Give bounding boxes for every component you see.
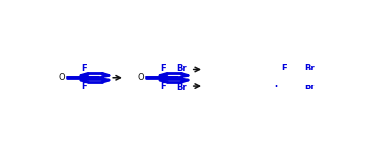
Text: O: O [137,73,144,82]
Text: F: F [81,64,87,73]
Text: F: F [274,80,280,89]
Text: Br: Br [305,82,315,91]
Text: F: F [160,82,166,91]
Text: F: F [160,64,166,73]
Text: F: F [81,82,87,91]
Text: F: F [281,65,287,73]
Text: Br: Br [177,64,187,73]
Text: O: O [58,73,65,82]
Bar [206,70,334,85]
Text: Br: Br [177,83,187,92]
Text: Br: Br [305,64,315,73]
